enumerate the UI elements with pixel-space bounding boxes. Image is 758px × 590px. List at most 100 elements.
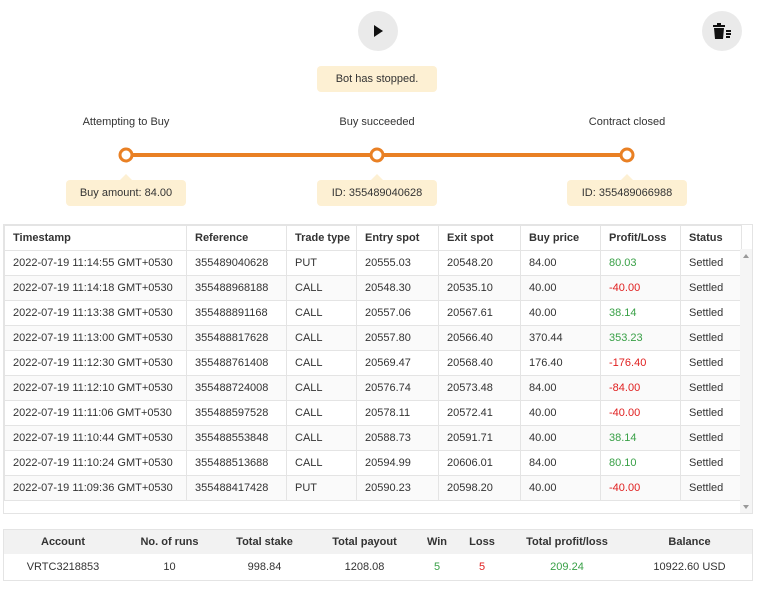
step-info: ID: 355489040628 [317, 174, 437, 206]
summary-header: Total stake [217, 530, 312, 554]
trade-row: 2022-07-19 11:14:18 GMT+0530 355488968188… [4, 275, 742, 301]
trade-cell: Settled [680, 475, 742, 501]
trade-row: 2022-07-19 11:09:36 GMT+0530 355488417428… [4, 475, 742, 501]
trade-cell: 84.00 [520, 250, 601, 276]
trade-cell: 2022-07-19 11:14:18 GMT+0530 [4, 275, 187, 301]
trade-row: 2022-07-19 11:12:30 GMT+0530 355488761408… [4, 350, 742, 376]
trade-row: 2022-07-19 11:13:00 GMT+0530 355488817628… [4, 325, 742, 351]
trade-row: 2022-07-19 11:12:10 GMT+0530 355488724008… [4, 375, 742, 401]
trade-cell: 2022-07-19 11:12:30 GMT+0530 [4, 350, 187, 376]
trade-cell: 20548.20 [438, 250, 521, 276]
trade-cell: CALL [286, 275, 357, 301]
trade-cell: -40.00 [600, 400, 681, 426]
summary-header: Total payout [312, 530, 417, 554]
trade-cell: 355488761408 [186, 350, 287, 376]
trade-cell: Settled [680, 250, 742, 276]
trade-cell: 2022-07-19 11:09:36 GMT+0530 [4, 475, 187, 501]
trade-cell: CALL [286, 400, 357, 426]
trade-cell: 20548.30 [356, 275, 439, 301]
trade-cell: 355488553848 [186, 425, 287, 451]
trade-cell: 2022-07-19 11:13:00 GMT+0530 [4, 325, 187, 351]
trade-cell: 20566.40 [438, 325, 521, 351]
column-header: Profit/Loss [600, 225, 681, 251]
summary-value: 998.84 [247, 561, 282, 573]
step-label: Contract closed [588, 116, 666, 128]
trade-cell: 2022-07-19 11:13:38 GMT+0530 [4, 300, 187, 326]
trade-cell: 20578.11 [356, 400, 439, 426]
trade-cell: 20576.74 [356, 375, 439, 401]
trade-cell: Settled [680, 275, 742, 301]
trade-cell: 20555.03 [356, 250, 439, 276]
trade-row: 2022-07-19 11:13:38 GMT+0530 355488891168… [4, 300, 742, 326]
column-header: Exit spot [438, 225, 521, 251]
trade-cell: 176.40 [520, 350, 601, 376]
trade-cell: 20590.23 [356, 475, 439, 501]
trade-cell: 355488724008 [186, 375, 287, 401]
summary-header: Total profit/loss [507, 530, 627, 554]
trade-cell: 20567.61 [438, 300, 521, 326]
column-header: Entry spot [356, 225, 439, 251]
column-header: Reference [186, 225, 287, 251]
trade-cell: 20557.06 [356, 300, 439, 326]
trade-cell: 355488968188 [186, 275, 287, 301]
trade-cell: 20573.48 [438, 375, 521, 401]
trade-cell: PUT [286, 475, 357, 501]
trade-cell: 20594.99 [356, 450, 439, 476]
trade-cell: Settled [680, 300, 742, 326]
summary-value: 10922.60 USD [653, 561, 726, 573]
summary-header: Balance [627, 530, 752, 554]
trade-cell: 2022-07-19 11:10:24 GMT+0530 [4, 450, 187, 476]
trade-cell: 355489040628 [186, 250, 287, 276]
summary-value: 1208.08 [344, 561, 385, 573]
step-info: Buy amount: 84.00 [66, 174, 186, 206]
summary-header: Loss [457, 530, 507, 554]
trade-cell: 370.44 [520, 325, 601, 351]
step-info: ID: 355489066988 [567, 174, 687, 206]
trade-row: 2022-07-19 11:10:44 GMT+0530 355488553848… [4, 425, 742, 451]
trade-cell: 2022-07-19 11:12:10 GMT+0530 [4, 375, 187, 401]
trade-cell: Settled [680, 375, 742, 401]
progress-line [118, 147, 635, 163]
trade-cell: 355488417428 [186, 475, 287, 501]
summary-header: Win [417, 530, 457, 554]
trade-cell: 20606.01 [438, 450, 521, 476]
trade-cell: 2022-07-19 11:10:44 GMT+0530 [4, 425, 187, 451]
trade-row: 2022-07-19 11:11:06 GMT+0530 355488597528… [4, 400, 742, 426]
trade-cell: Settled [680, 400, 742, 426]
trade-cell: -40.00 [600, 475, 681, 501]
trade-cell: 40.00 [520, 275, 601, 301]
trade-cell: 20572.41 [438, 400, 521, 426]
trade-cell: Settled [680, 325, 742, 351]
column-header: Trade type [286, 225, 357, 251]
trade-cell: CALL [286, 350, 357, 376]
trade-cell: -176.40 [600, 350, 681, 376]
trade-cell: 38.14 [600, 300, 681, 326]
summary-table: Account No. of runs Total stake Total payou… [4, 530, 752, 580]
scrollbar[interactable] [740, 249, 752, 513]
trade-cell: 355488513688 [186, 450, 287, 476]
trade-cell: Settled [680, 450, 742, 476]
summary-header: Account [4, 530, 122, 554]
play-icon [374, 25, 383, 37]
trade-cell: 40.00 [520, 425, 601, 451]
trade-cell: 353.23 [600, 325, 681, 351]
trade-cell: CALL [286, 425, 357, 451]
step-label: Attempting to Buy [82, 116, 170, 128]
trade-cell: 84.00 [520, 450, 601, 476]
summary-value: VRTC3218853 [26, 561, 100, 573]
trade-cell: 80.10 [600, 450, 681, 476]
clear-button[interactable] [702, 11, 742, 51]
trade-cell: -40.00 [600, 275, 681, 301]
step-label: Buy succeeded [339, 116, 415, 128]
run-button[interactable] [358, 11, 398, 51]
summary-value: 10 [163, 561, 176, 573]
trade-cell: 38.14 [600, 425, 681, 451]
trade-cell: 355488597528 [186, 400, 287, 426]
trade-cell: 40.00 [520, 400, 601, 426]
trade-cell: 20588.73 [356, 425, 439, 451]
trade-cell: 20557.80 [356, 325, 439, 351]
trade-cell: 20535.10 [438, 275, 521, 301]
status-message: Bot has stopped. [317, 66, 437, 92]
trade-cell: 20598.20 [438, 475, 521, 501]
trash-icon [713, 23, 731, 39]
